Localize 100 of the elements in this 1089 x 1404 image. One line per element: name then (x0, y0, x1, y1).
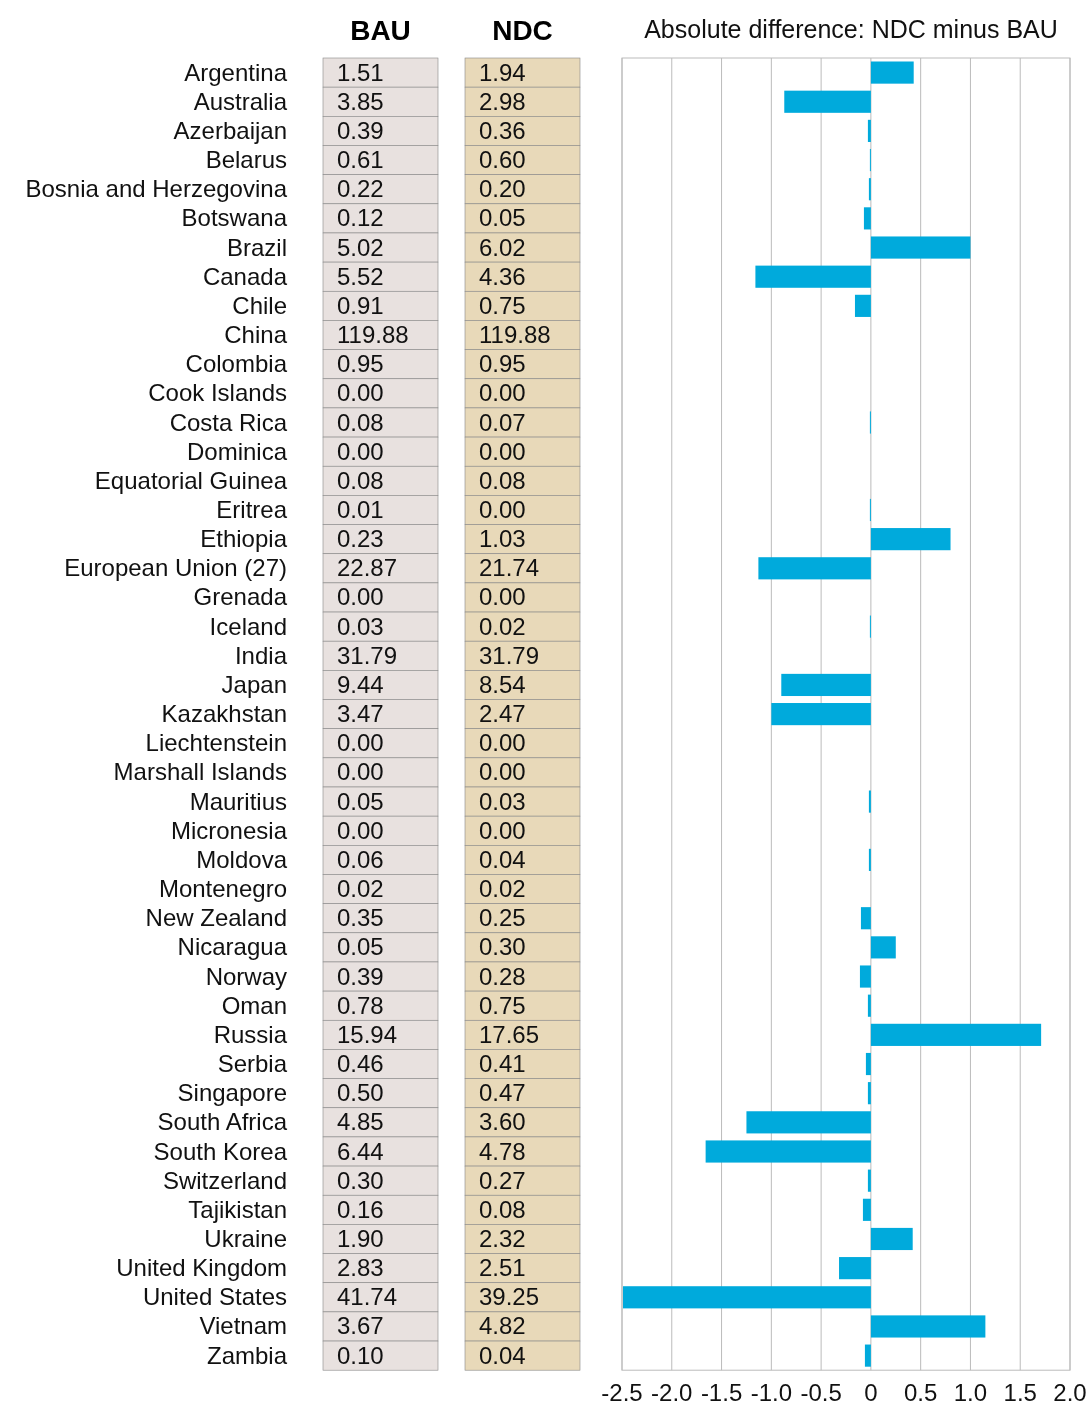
category-label: Colombia (185, 350, 288, 378)
category-label: Montenegro (158, 875, 287, 903)
category-label: United Kingdom (116, 1254, 287, 1282)
data-label: 0.00 (479, 758, 526, 786)
category-label: Micronesia (170, 816, 288, 844)
data-label: 6.44 (337, 1137, 384, 1165)
data-label: 0.01 (337, 495, 384, 523)
data-label: 15.94 (337, 1020, 398, 1048)
x-tick-label: -1.0 (750, 1379, 793, 1404)
bar (867, 1169, 871, 1192)
data-label: 119.88 (337, 321, 409, 349)
data-label: 0.35 (337, 904, 384, 932)
category-label: New Zealand (145, 904, 287, 932)
x-tick-label: 1.0 (953, 1379, 988, 1404)
data-label: 0.05 (337, 933, 384, 961)
category-label: Cook Islands (148, 379, 287, 407)
data-label: 0.03 (337, 612, 384, 640)
category-label: Eritrea (216, 495, 288, 523)
bar (870, 236, 971, 259)
x-tick-label: -1.5 (700, 1379, 743, 1404)
data-label: 0.00 (337, 758, 384, 786)
category-label: Bosnia and Herzegovina (25, 175, 288, 203)
data-label: 9.44 (337, 670, 384, 698)
data-label: 0.02 (337, 875, 384, 903)
bar (863, 207, 871, 230)
data-label: 0.30 (337, 1166, 384, 1194)
bar (864, 1344, 871, 1367)
category-label: Oman (221, 991, 287, 1019)
data-label: 3.85 (337, 87, 384, 115)
data-label: 0.20 (479, 175, 526, 203)
category-label: Chile (232, 291, 287, 319)
x-tick-label: 0 (864, 1379, 878, 1404)
category-label: Russia (213, 1020, 288, 1048)
bar (870, 61, 914, 84)
category-label: Marshall Islands (113, 758, 287, 786)
data-label: 0.00 (337, 729, 384, 757)
data-label: 4.85 (337, 1108, 384, 1136)
data-label: 0.06 (337, 845, 384, 873)
data-label: 0.78 (337, 991, 384, 1019)
data-label: 4.36 (479, 262, 526, 290)
category-label: Ukraine (204, 1224, 287, 1252)
bar (623, 1286, 871, 1309)
bar (784, 90, 871, 113)
category-label: Tajikistan (188, 1195, 287, 1223)
data-label: 0.00 (479, 495, 526, 523)
category-label: Ethiopia (200, 525, 288, 553)
bar (705, 1140, 871, 1163)
data-label: 0.95 (479, 350, 526, 378)
category-label: Mauritius (189, 787, 287, 815)
data-label: 0.95 (337, 350, 384, 378)
category-label: Equatorial Guinea (94, 466, 288, 494)
data-label: 0.27 (479, 1166, 526, 1194)
data-label: 0.50 (337, 1079, 384, 1107)
bar (865, 1052, 871, 1076)
data-label: 0.02 (479, 612, 526, 640)
x-tick-label: -0.5 (800, 1379, 842, 1404)
category-label: South Africa (157, 1108, 288, 1136)
data-label: 5.52 (337, 262, 384, 290)
bar (870, 1315, 986, 1338)
data-label: 22.87 (337, 554, 398, 582)
data-label: 1.90 (337, 1224, 384, 1252)
data-label: 0.08 (479, 1195, 526, 1223)
category-label: Botswana (181, 204, 288, 232)
bar (758, 557, 871, 580)
bar (755, 265, 871, 288)
category-label: United States (142, 1283, 287, 1311)
data-label: 0.75 (479, 991, 526, 1019)
data-label: 0.02 (479, 875, 526, 903)
data-label: 0.36 (479, 116, 526, 144)
category-label: Zambia (206, 1341, 288, 1369)
x-tick-label: -2.0 (651, 1379, 693, 1404)
data-label: 0.39 (337, 116, 384, 144)
data-label: 0.75 (479, 291, 526, 319)
category-label: Nicaragua (177, 933, 288, 961)
bar (867, 1082, 871, 1105)
data-label: 41.74 (337, 1283, 398, 1311)
category-label: India (234, 641, 288, 669)
data-label: 2.98 (479, 87, 526, 115)
data-label: 0.00 (337, 583, 384, 611)
bar (870, 1227, 913, 1251)
x-tick-label: 2.0 (1053, 1379, 1087, 1404)
data-label: 0.30 (479, 933, 526, 961)
data-label: 0.12 (337, 204, 384, 232)
category-label: Singapore (177, 1079, 287, 1107)
category-label: Dominica (186, 437, 288, 465)
category-label: Japan (221, 670, 287, 698)
bar (870, 936, 896, 959)
x-tick-label: 0.5 (903, 1379, 938, 1404)
data-label: 119.88 (479, 321, 551, 349)
bar (771, 703, 871, 726)
category-label: European Union (27) (64, 554, 287, 582)
category-label: Kazakhstan (161, 700, 287, 728)
data-label: 0.46 (337, 1050, 384, 1078)
data-label: 0.00 (479, 816, 526, 844)
category-label: China (224, 321, 288, 349)
data-label: 2.47 (479, 700, 526, 728)
data-label: 0.00 (337, 816, 384, 844)
data-label: 6.02 (479, 233, 526, 261)
category-label: Azerbaijan (173, 116, 287, 144)
category-label: Serbia (217, 1050, 288, 1078)
